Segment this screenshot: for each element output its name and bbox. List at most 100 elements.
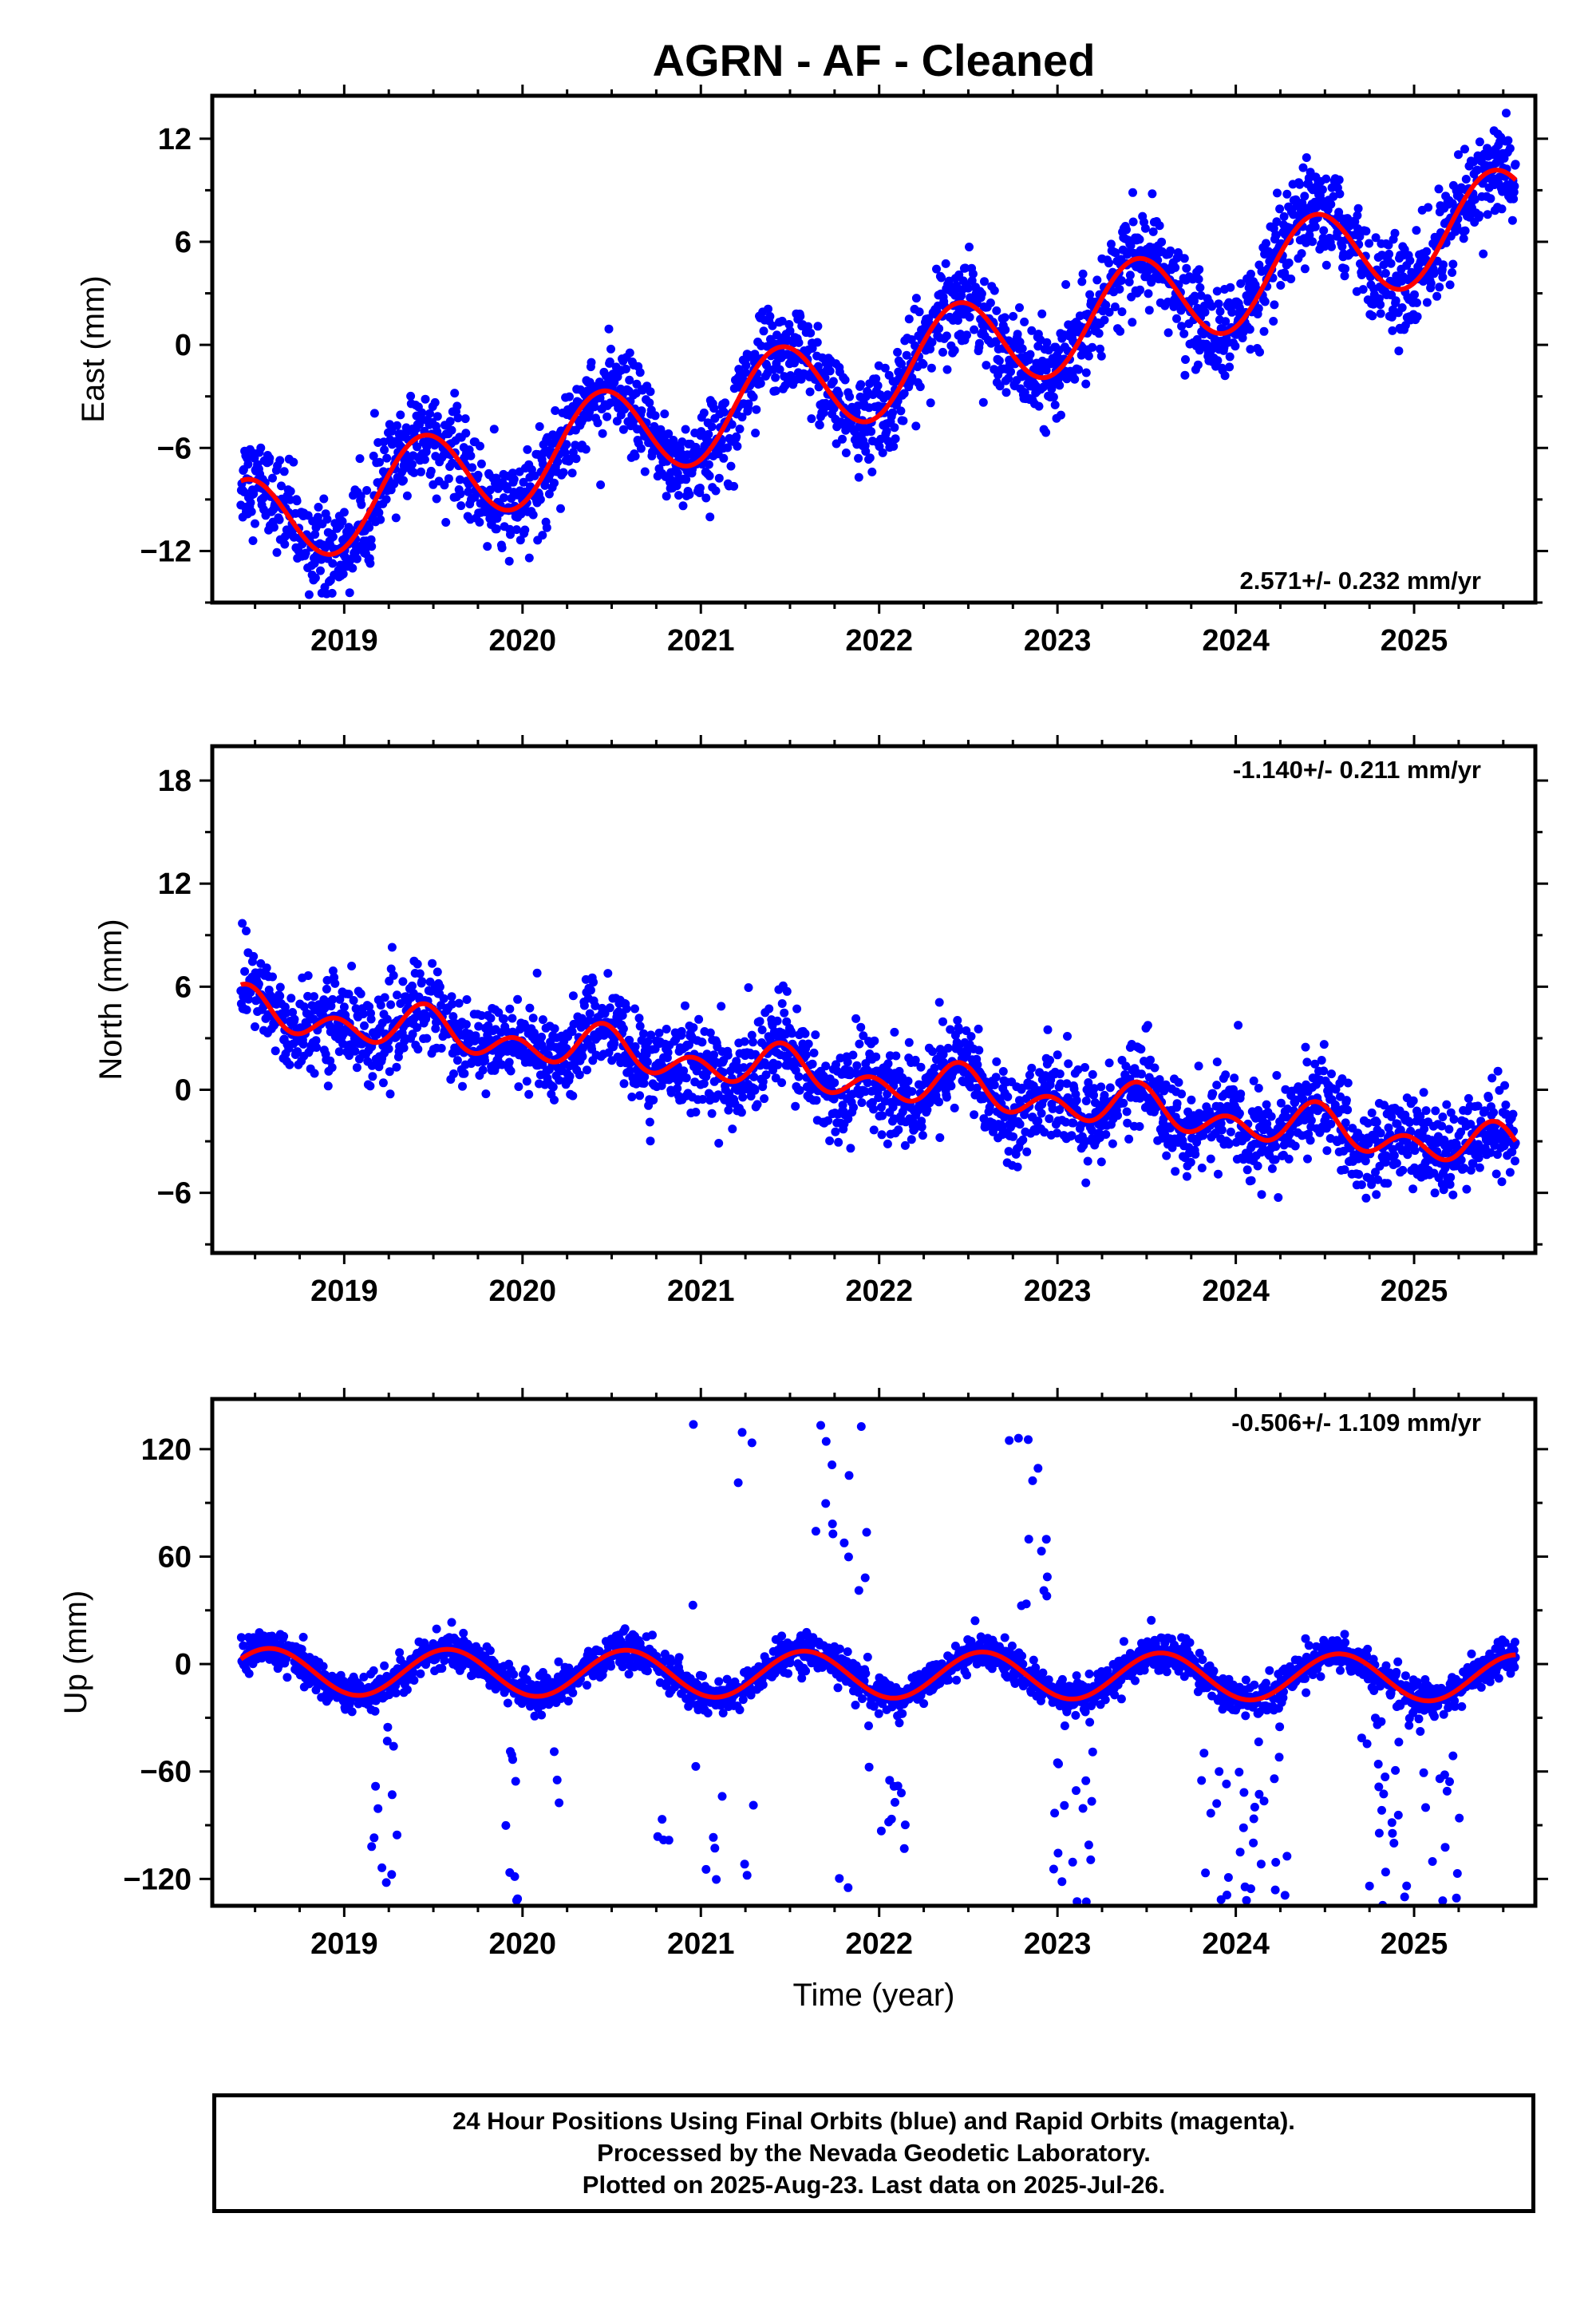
rate-annotation-north: -1.140+/- 0.211 mm/yr: [1233, 756, 1481, 784]
data-point: [596, 480, 606, 489]
data-point: [1088, 342, 1097, 352]
data-point: [382, 453, 392, 463]
data-point: [1077, 277, 1087, 287]
data-point: [286, 994, 296, 1003]
data-point: [246, 498, 255, 508]
data-point: [1272, 1071, 1282, 1080]
data-point: [744, 983, 753, 992]
data-point: [357, 500, 366, 509]
data-point: [535, 495, 545, 504]
data-point: [1295, 180, 1305, 189]
data-point: [591, 1001, 600, 1010]
data-point: [524, 1089, 534, 1099]
data-point: [384, 1044, 393, 1053]
data-point: [567, 1027, 577, 1037]
data-point: [447, 425, 456, 435]
data-point: [938, 1017, 947, 1026]
data-point: [492, 524, 501, 534]
data-point: [723, 1050, 733, 1060]
data-point: [1191, 1149, 1200, 1159]
data-point: [1057, 410, 1065, 420]
data-point: [485, 485, 495, 495]
data-point: [721, 398, 730, 408]
data-point: [916, 1062, 926, 1072]
data-point: [380, 993, 389, 1002]
data-point: [760, 1094, 769, 1104]
data-point: [381, 495, 391, 504]
data-point: [452, 401, 462, 411]
data-point: [293, 1047, 302, 1057]
x-tick-label: 2025: [1381, 624, 1448, 658]
data-point: [1136, 1045, 1146, 1054]
data-point: [1177, 1089, 1187, 1099]
data-point: [431, 1024, 440, 1034]
y-tick-label: −6: [157, 432, 192, 465]
rate-annotation-east: 2.571+/- 0.232 mm/yr: [1240, 567, 1481, 595]
data-point: [727, 420, 737, 429]
data-point: [735, 425, 745, 433]
data-point: [1284, 1154, 1294, 1164]
data-point: [825, 366, 835, 376]
data-point: [1155, 221, 1164, 231]
data-point: [365, 1081, 375, 1091]
data-point: [285, 1060, 294, 1069]
data-point: [1275, 204, 1285, 214]
data-point: [1424, 203, 1433, 212]
data-point: [719, 408, 729, 417]
data-point: [627, 1093, 637, 1101]
data-point: [764, 304, 772, 314]
data-point: [843, 1057, 852, 1067]
data-point: [310, 1069, 319, 1078]
panel-north: 2019 2020 2021 2022 2023 2024 2025−6061218Nort…: [93, 735, 1548, 1308]
data-point: [1061, 280, 1071, 289]
data-point: [646, 1030, 656, 1040]
data-point: [965, 312, 974, 322]
data-point: [1505, 1168, 1515, 1177]
data-point: [350, 1046, 360, 1056]
data-point: [637, 406, 646, 416]
data-point: [749, 1037, 757, 1047]
data-point: [699, 408, 709, 417]
data-point: [460, 1069, 469, 1078]
data-point: [1430, 1188, 1440, 1198]
data-point: [1503, 136, 1513, 145]
data-point: [625, 348, 634, 358]
data-point: [290, 1014, 299, 1024]
data-point: [832, 439, 841, 449]
data-point: [298, 1039, 308, 1049]
data-point: [1180, 370, 1190, 380]
data-point: [569, 1019, 579, 1029]
data-point: [610, 1039, 619, 1049]
data-point: [334, 1047, 344, 1057]
data-point: [1372, 1117, 1381, 1127]
data-point: [977, 289, 986, 298]
data-point: [1137, 1069, 1146, 1079]
data-point: [622, 1004, 631, 1014]
data-point: [1509, 194, 1519, 204]
data-point: [792, 1004, 802, 1014]
data-point: [478, 1065, 488, 1075]
data-point: [328, 559, 338, 568]
data-point: [1225, 352, 1235, 362]
data-point: [530, 471, 539, 480]
data-point: [867, 427, 876, 437]
data-point: [1254, 304, 1263, 313]
data-point: [953, 316, 962, 325]
data-point: [1319, 226, 1329, 235]
data-point: [772, 1016, 782, 1026]
data-point: [1015, 338, 1025, 347]
data-point: [819, 408, 828, 417]
data-point: [1475, 137, 1484, 147]
data-point: [934, 1097, 944, 1107]
data-point: [749, 393, 758, 401]
data-point: [1221, 1070, 1231, 1080]
data-point: [807, 414, 816, 424]
data-point: [528, 510, 538, 520]
data-point: [1282, 189, 1292, 199]
data-point: [452, 1056, 462, 1065]
data-point: [476, 441, 484, 451]
data-point: [280, 539, 290, 549]
x-tick-label: 2020: [489, 1275, 557, 1308]
data-point: [602, 412, 612, 421]
data-point: [604, 324, 614, 334]
